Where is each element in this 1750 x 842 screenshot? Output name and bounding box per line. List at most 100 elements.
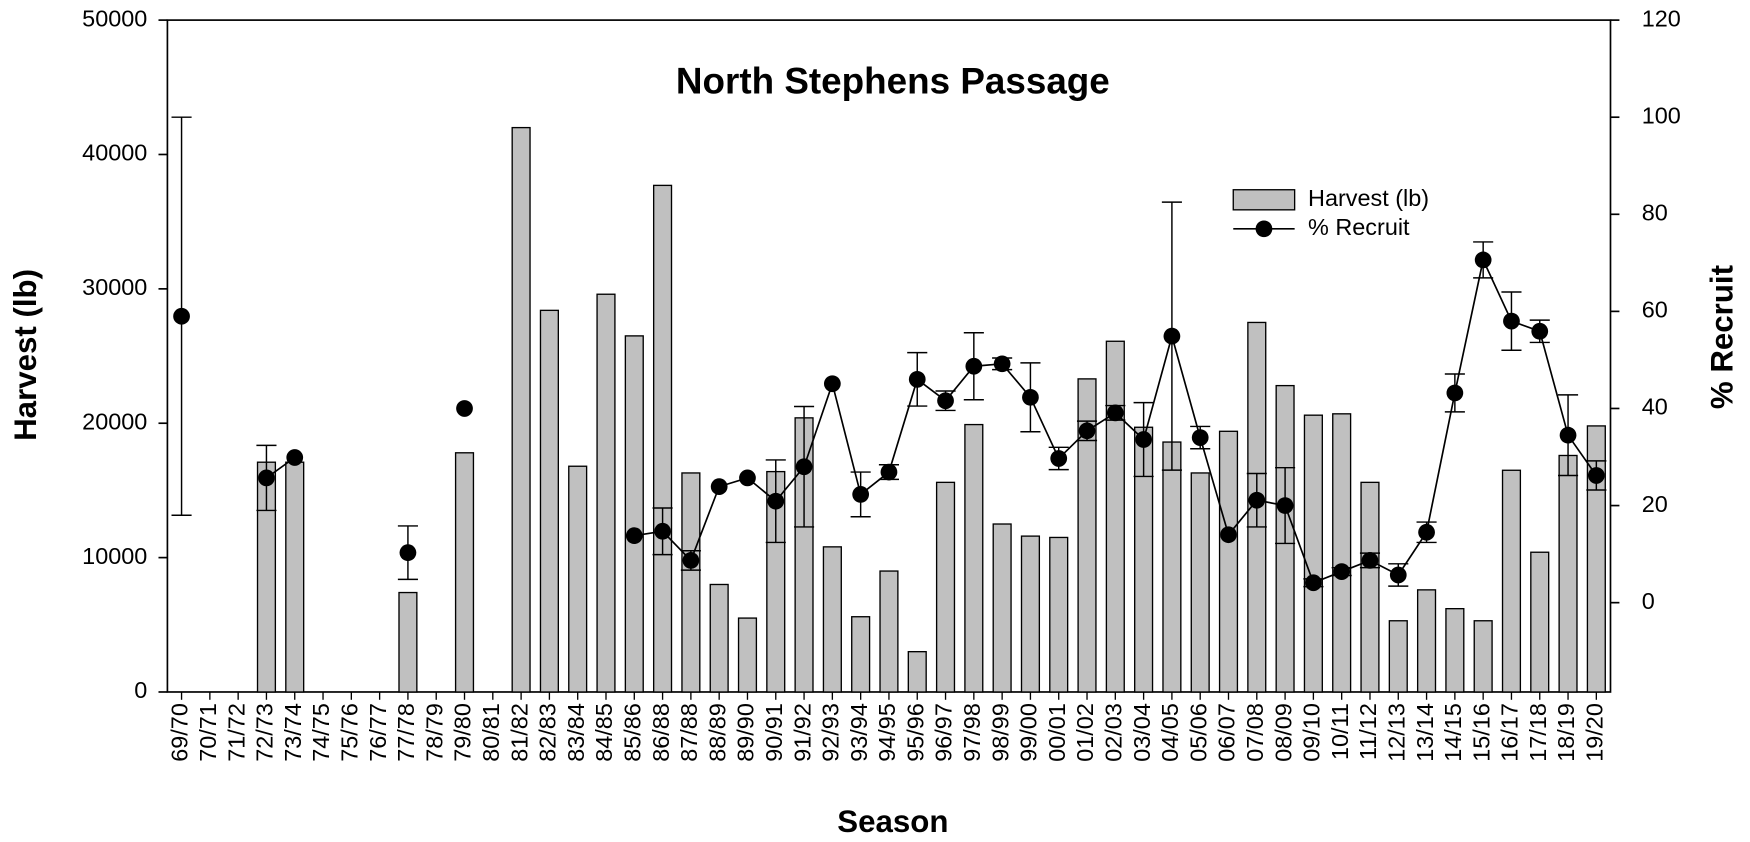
bar [539, 309, 560, 693]
y2-tick-label: 40 [1642, 394, 1668, 420]
recruit-point [965, 357, 983, 375]
bar [1332, 413, 1352, 693]
x-tick-label: 74/75 [308, 703, 334, 762]
legend-marker [1255, 220, 1273, 238]
recruit-point [456, 400, 473, 417]
recruit-point [1333, 563, 1351, 580]
x-tick-label: 98/99 [987, 703, 1013, 762]
recruit-point [1078, 422, 1096, 440]
x-tick-label: 91/92 [789, 703, 815, 762]
x-tick-label: 09/10 [1299, 703, 1325, 762]
x-tick-label: 73/74 [280, 703, 306, 762]
bar [1303, 414, 1323, 693]
y-tick-label: 0 [134, 677, 147, 703]
y-axis-label: Harvest (lb) [8, 269, 43, 441]
bar [398, 591, 418, 693]
x-tick-label: 16/17 [1497, 703, 1523, 762]
bar [1360, 481, 1380, 693]
recruit-point [795, 458, 813, 476]
bar [907, 650, 927, 693]
x-tick-label: 06/07 [1214, 703, 1240, 762]
x-tick-label: 87/88 [676, 703, 702, 762]
bar [596, 293, 616, 693]
x-tick-label: 10/11 [1327, 703, 1353, 760]
x-tick-label: 77/78 [393, 703, 419, 762]
y2-axis-label: % Recruit [1705, 264, 1740, 409]
bar [285, 461, 305, 693]
bar [681, 472, 701, 693]
recruit-point [767, 492, 785, 510]
y2-tick-label: 80 [1642, 199, 1668, 225]
x-tick-label: 96/97 [931, 703, 957, 762]
legend-label: % Recruit [1308, 214, 1410, 240]
x-tick-label: 07/08 [1242, 703, 1268, 762]
recruit-point [1163, 327, 1181, 345]
recruit-point [1220, 526, 1237, 544]
y-tick-label: 50000 [82, 5, 147, 31]
recruit-point [1503, 312, 1520, 330]
y-tick-label: 10000 [82, 543, 147, 569]
recruit-point [852, 486, 870, 503]
x-tick-label: 71/72 [223, 703, 249, 762]
bar [1190, 472, 1210, 693]
recruit-point [710, 478, 728, 496]
x-tick-label: 03/04 [1129, 703, 1155, 762]
bar [1388, 620, 1408, 693]
x-tick-label: 15/16 [1468, 703, 1494, 762]
bar [709, 583, 729, 693]
bar [652, 184, 673, 693]
bar [1558, 454, 1578, 693]
x-tick-label: 89/90 [733, 703, 759, 762]
x-tick-label: 84/85 [591, 703, 617, 762]
x-tick-label: 12/13 [1383, 703, 1409, 762]
recruit-point [739, 469, 756, 487]
recruit-point [654, 522, 671, 540]
y2-tick-label: 100 [1642, 102, 1681, 128]
recruit-point [1559, 426, 1577, 444]
x-tick-label: 82/83 [535, 703, 561, 762]
x-tick-label: 02/03 [1101, 703, 1127, 762]
recruit-point [258, 469, 275, 487]
x-tick-label: 97/98 [959, 703, 985, 762]
bar [1416, 589, 1437, 693]
bar [822, 546, 842, 693]
bar [511, 126, 531, 693]
x-tick-label: 92/93 [818, 703, 844, 762]
recruit-point [399, 544, 417, 562]
x-tick-label: 83/84 [563, 703, 589, 762]
recruit-point [1531, 322, 1549, 340]
y-tick-label: 20000 [82, 408, 147, 434]
y2-tick-label: 120 [1642, 5, 1681, 31]
recruit-point [625, 527, 643, 545]
x-tick-label: 79/80 [450, 703, 476, 762]
x-tick-label: 86/88 [648, 703, 674, 762]
recruit-point [1305, 574, 1322, 592]
recruit-point [880, 463, 898, 481]
x-tick-label: 95/96 [902, 703, 928, 762]
bar [1020, 535, 1041, 693]
x-tick-label: 94/95 [874, 703, 900, 762]
bar [1049, 536, 1069, 693]
recruit-point [1446, 384, 1464, 402]
recruit-point [173, 307, 190, 325]
bar [992, 523, 1012, 693]
x-tick-label: 76/77 [365, 703, 391, 762]
x-axis-label: Season [837, 804, 948, 839]
x-tick-label: 72/73 [252, 703, 278, 762]
bar [1445, 607, 1465, 693]
chart-title: North Stephens Passage [676, 60, 1110, 101]
x-tick-label: 00/01 [1044, 703, 1070, 762]
recruit-point [823, 375, 841, 393]
bar [1162, 441, 1182, 693]
legend-swatch [1232, 189, 1296, 211]
recruit-point [1106, 404, 1124, 422]
bar [935, 481, 956, 693]
recruit-point [937, 392, 954, 410]
x-tick-label: 08/09 [1270, 703, 1296, 762]
recruit-point [1191, 429, 1209, 446]
y2-tick-label: 20 [1642, 491, 1668, 517]
bar [624, 335, 644, 693]
x-tick-label: 05/06 [1185, 703, 1211, 762]
recruit-point [286, 449, 304, 466]
x-tick-label: 04/05 [1157, 703, 1183, 762]
